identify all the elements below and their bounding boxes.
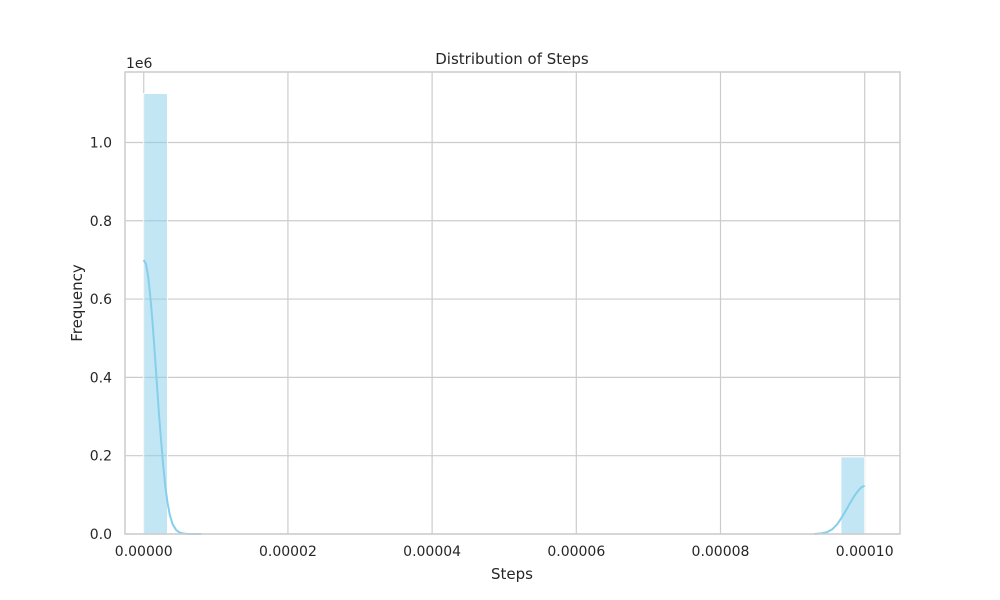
y-tick-label: 0.6 xyxy=(90,292,112,308)
y-tick-label: 0.4 xyxy=(90,370,112,386)
kde-line-right xyxy=(814,484,866,535)
kde-layer xyxy=(142,259,866,535)
plot-frame xyxy=(124,71,901,535)
y-axis-label: Frequency xyxy=(68,264,86,342)
x-axis-label: Steps xyxy=(491,565,533,583)
y-offset-text: 1e6 xyxy=(126,56,153,72)
y-tick-label: 0.2 xyxy=(90,449,112,465)
grid-layer xyxy=(125,72,900,535)
x-tick-label: 0.00002 xyxy=(259,544,317,560)
x-tick-label: 0.00008 xyxy=(692,544,750,560)
y-tick-label: 0.8 xyxy=(90,214,112,230)
y-tick-label: 1.0 xyxy=(90,135,112,151)
x-tick-label: 0.00000 xyxy=(115,544,173,560)
chart-title: Distribution of Steps xyxy=(435,50,589,68)
ticks-layer: 0.00000 0.00002 0.00004 0.00006 0.00008 0.000… xyxy=(90,135,894,560)
y-tick-label: 0.0 xyxy=(90,527,112,543)
histogram-bar xyxy=(840,456,866,535)
x-tick-label: 0.00010 xyxy=(836,544,894,560)
bars-layer xyxy=(143,93,866,535)
x-tick-label: 0.00006 xyxy=(547,544,605,560)
x-tick-label: 0.00004 xyxy=(403,544,461,560)
